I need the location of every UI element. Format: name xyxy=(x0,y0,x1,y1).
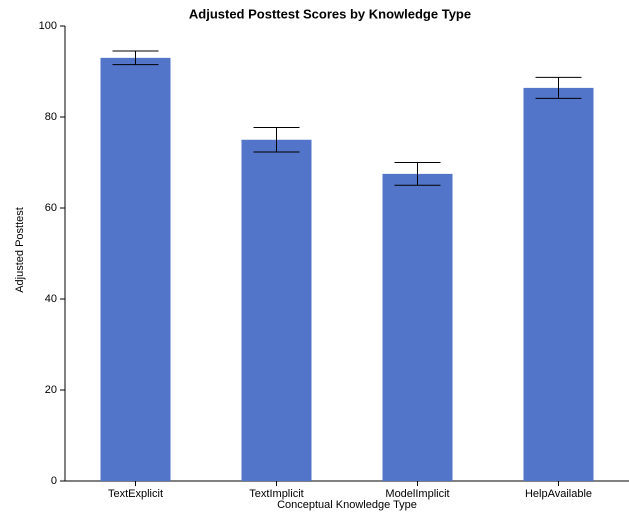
error-bar xyxy=(253,126,300,153)
x-tick-label: ModelImplicit xyxy=(385,488,449,500)
x-tick-label: TextImplicit xyxy=(249,488,303,500)
y-axis-label: Adjusted Posttest xyxy=(14,207,26,293)
y-tick-label: 100 xyxy=(39,20,57,32)
bar xyxy=(100,57,171,481)
x-tick-label: HelpAvailable xyxy=(525,488,592,500)
y-tick-label: 0 xyxy=(51,475,57,487)
y-tick-label: 60 xyxy=(45,202,57,214)
chart-title: Adjusted Posttest Scores by Knowledge Ty… xyxy=(189,6,471,21)
y-tick-label: 40 xyxy=(45,293,57,305)
error-bar xyxy=(112,50,159,66)
bar xyxy=(523,87,594,481)
error-bar xyxy=(394,162,441,186)
x-axis-label: Conceptual Knowledge Type xyxy=(277,499,417,511)
bar xyxy=(241,139,312,481)
y-tick-label: 20 xyxy=(45,384,57,396)
y-tick-label: 80 xyxy=(45,111,57,123)
x-tick-label: TextExplicit xyxy=(108,488,163,500)
error-bar xyxy=(535,76,582,99)
bar xyxy=(382,173,453,481)
